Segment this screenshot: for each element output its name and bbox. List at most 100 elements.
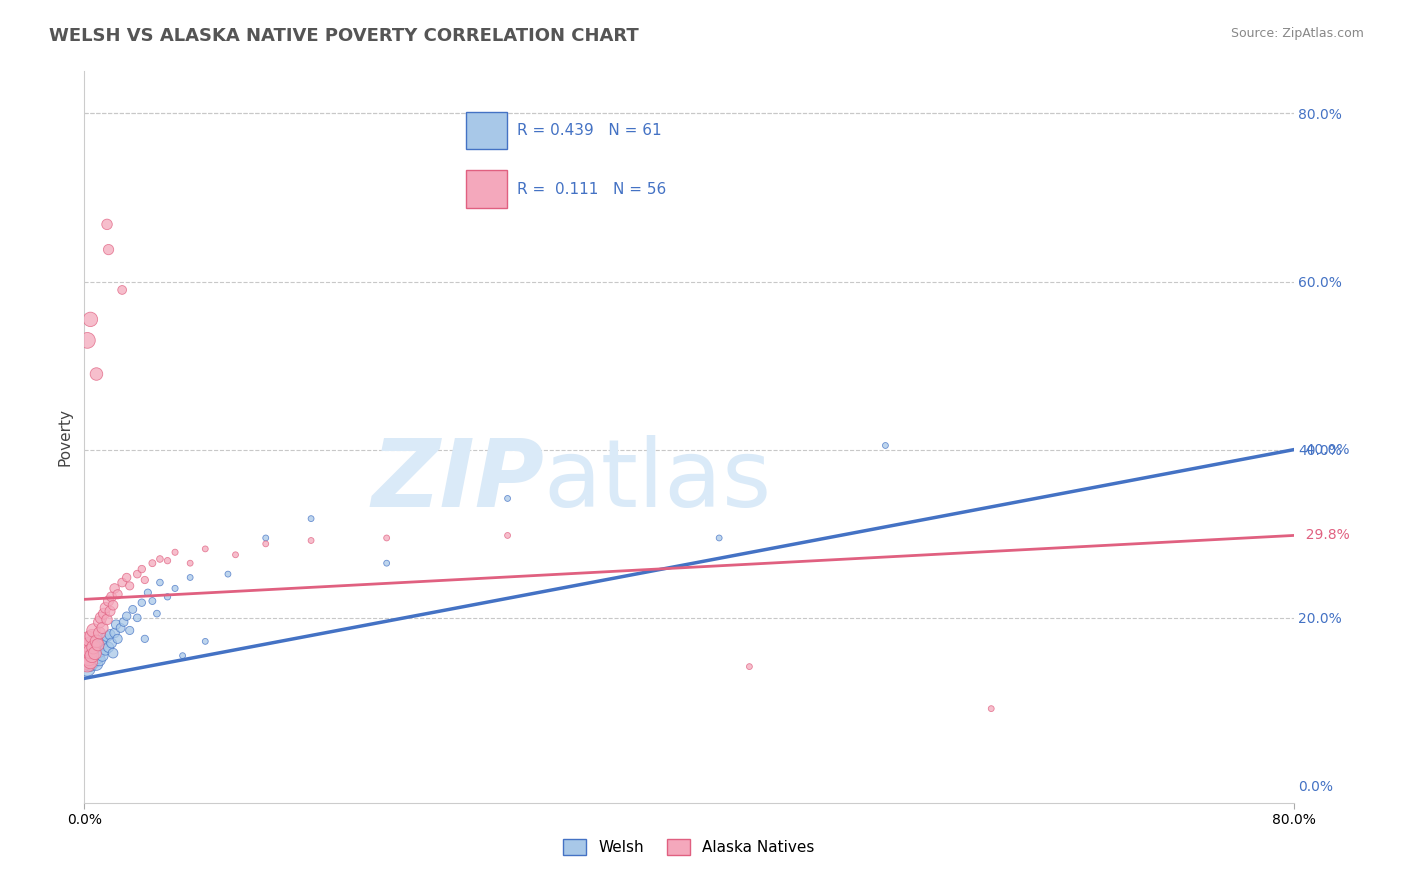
Point — [141, 594, 163, 608]
Point — [110, 621, 132, 635]
Point — [115, 570, 138, 584]
Point — [104, 626, 127, 640]
Point — [79, 638, 101, 652]
Point — [165, 582, 187, 596]
Point — [97, 640, 120, 655]
Point — [89, 615, 111, 629]
Point — [111, 283, 134, 297]
Point — [156, 554, 179, 568]
Point — [225, 548, 247, 562]
Point — [375, 556, 398, 570]
Point — [98, 627, 121, 641]
Point — [76, 646, 98, 660]
Point — [96, 613, 118, 627]
Point — [194, 634, 217, 648]
Point — [107, 587, 129, 601]
Point — [77, 642, 100, 657]
Point — [101, 599, 124, 613]
Point — [86, 634, 108, 648]
Point — [93, 607, 115, 621]
Point — [96, 629, 118, 643]
Point — [76, 334, 98, 348]
Point — [82, 640, 104, 655]
Point — [111, 575, 134, 590]
Point — [118, 624, 141, 638]
Point — [84, 653, 107, 667]
Y-axis label: Poverty: Poverty — [58, 408, 73, 467]
Point — [97, 594, 120, 608]
Point — [76, 642, 98, 657]
Point — [84, 646, 107, 660]
Point — [93, 632, 115, 646]
Point — [101, 646, 124, 660]
Point — [79, 312, 101, 326]
Point — [131, 596, 153, 610]
Text: 40.0%: 40.0% — [1296, 442, 1348, 457]
Point — [75, 640, 97, 655]
Point — [86, 657, 108, 671]
Point — [96, 218, 118, 232]
Point — [79, 646, 101, 660]
Point — [86, 646, 108, 660]
Point — [115, 609, 138, 624]
Point — [84, 642, 107, 657]
Point — [89, 653, 111, 667]
Point — [75, 655, 97, 669]
Point — [80, 636, 103, 650]
Point — [75, 648, 97, 663]
Point — [79, 655, 101, 669]
Text: ZIP: ZIP — [371, 435, 544, 527]
Point — [91, 621, 114, 635]
Point — [100, 636, 122, 650]
Point — [980, 701, 1002, 715]
Point — [194, 541, 217, 556]
Point — [136, 585, 159, 599]
Point — [100, 590, 122, 604]
Point — [87, 638, 110, 652]
Point — [94, 600, 117, 615]
Point — [134, 573, 156, 587]
Point — [299, 511, 322, 525]
Point — [94, 642, 117, 657]
Point — [375, 531, 398, 545]
Point — [80, 629, 103, 643]
Point — [496, 528, 519, 542]
Point — [179, 556, 201, 570]
Point — [80, 651, 103, 665]
Point — [875, 438, 897, 452]
Point — [146, 607, 169, 621]
Point — [104, 582, 127, 596]
Point — [127, 611, 149, 625]
Point — [82, 640, 104, 655]
Point — [91, 636, 114, 650]
Point — [97, 243, 120, 257]
Point — [77, 638, 100, 652]
Point — [299, 533, 322, 548]
Point — [77, 632, 100, 646]
Point — [165, 545, 187, 559]
Point — [76, 644, 98, 658]
Point — [118, 579, 141, 593]
Point — [134, 632, 156, 646]
Point — [98, 604, 121, 618]
Point — [149, 575, 172, 590]
Point — [82, 624, 104, 638]
Point — [76, 648, 98, 663]
Point — [79, 657, 101, 671]
Point — [80, 644, 103, 658]
Text: atlas: atlas — [544, 435, 772, 527]
Point — [254, 537, 277, 551]
Point — [80, 648, 103, 663]
Point — [709, 531, 731, 545]
Point — [79, 644, 101, 658]
Point — [254, 531, 277, 545]
Point — [82, 648, 104, 663]
Point — [75, 640, 97, 655]
Point — [90, 611, 112, 625]
Point — [172, 648, 194, 663]
Point — [89, 626, 111, 640]
Point — [86, 367, 108, 381]
Point — [127, 567, 149, 582]
Point — [156, 590, 179, 604]
Point — [105, 617, 128, 632]
